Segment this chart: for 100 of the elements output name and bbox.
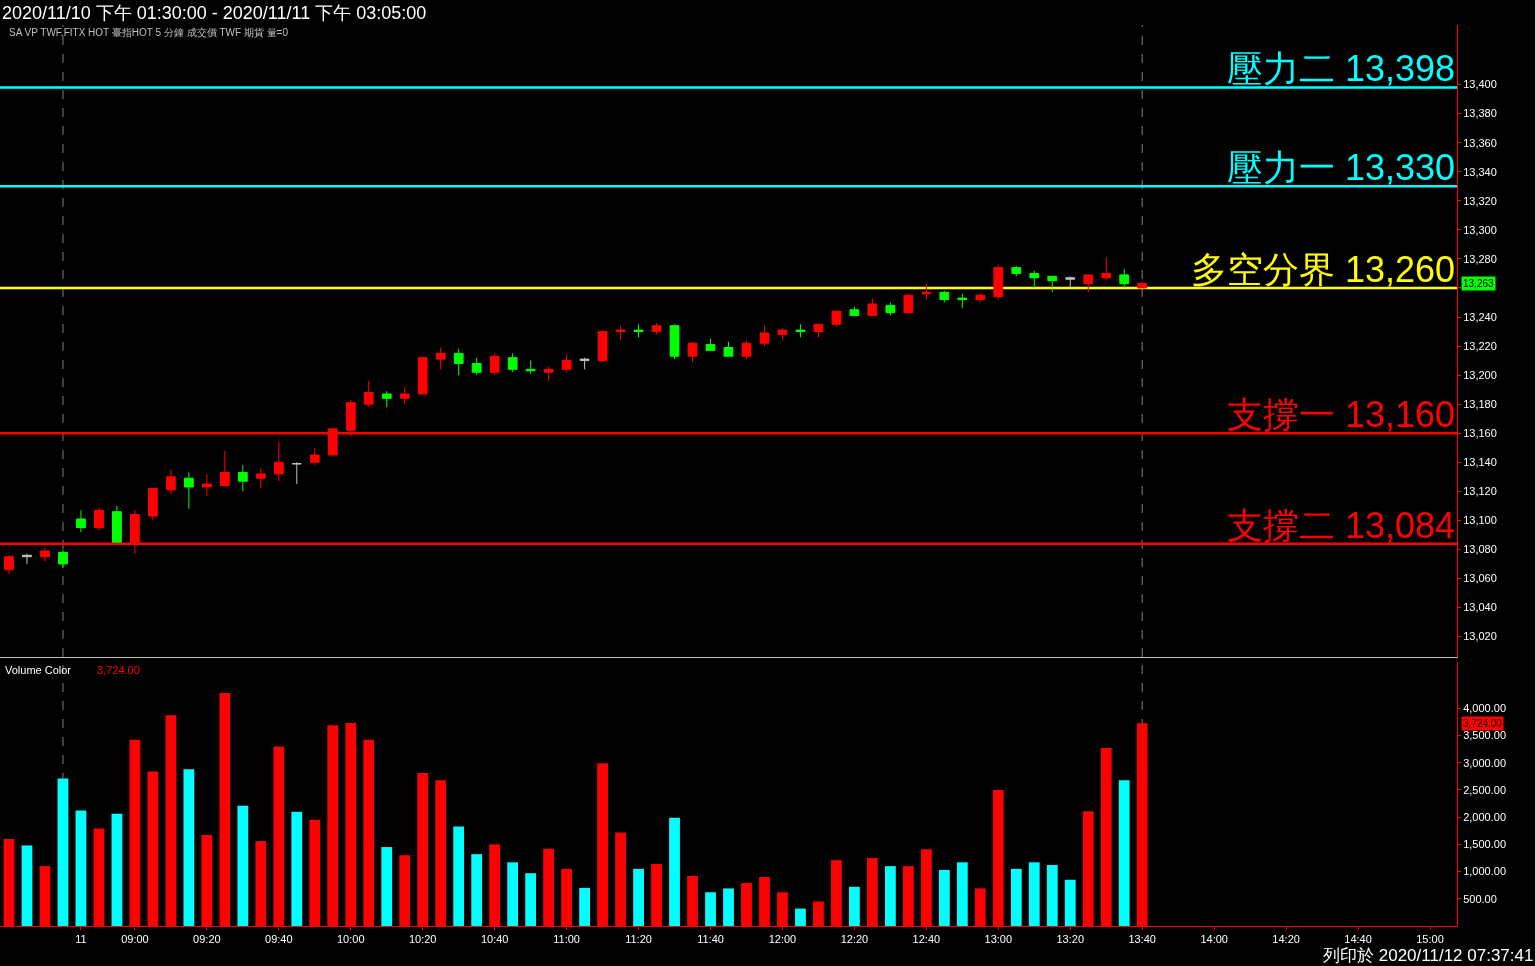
- candlestick: [94, 506, 104, 532]
- candlestick: [921, 283, 932, 301]
- y-tick-label: 13,120: [1463, 485, 1497, 498]
- bar: [956, 862, 968, 926]
- bar: [633, 868, 644, 926]
- candlestick: [669, 323, 680, 360]
- x-tick-label: 11:20: [625, 933, 652, 946]
- candlestick: [687, 341, 698, 363]
- candlestick: [831, 310, 842, 328]
- candlestick: [1011, 265, 1022, 277]
- ref-line-label: 壓力一 13,330: [1227, 147, 1456, 188]
- ref-line-label: 支撐二 13,084: [1227, 505, 1456, 546]
- y-tick-label: 13,100: [1463, 514, 1497, 527]
- annotation: 3,724.00: [97, 664, 140, 676]
- y-tick-label: 13,160: [1463, 427, 1497, 440]
- ref-line-label: 壓力二 13,398: [1227, 48, 1456, 89]
- text: 列印於 2020/11/12 07:37:41: [1323, 946, 1534, 965]
- x-tick-label: 12:20: [840, 933, 869, 946]
- bar: [57, 778, 69, 926]
- bar: [111, 813, 123, 926]
- candlestick: [255, 467, 266, 489]
- x-tick-label: 13:40: [1128, 933, 1156, 946]
- bar: [183, 769, 195, 926]
- bar: [507, 862, 519, 926]
- y-tick-label: 13,220: [1463, 339, 1497, 352]
- candlestick: [363, 380, 374, 408]
- x-tick-label: 15:00: [1416, 933, 1444, 946]
- candlestick: [219, 450, 230, 488]
- y-tick-label: 13,340: [1463, 165, 1497, 178]
- bar: [723, 888, 734, 926]
- candlestick: [903, 293, 914, 314]
- candlestick: [309, 447, 320, 466]
- text: 13,263: [1463, 278, 1495, 289]
- candlestick: [399, 386, 410, 405]
- candlestick: [58, 548, 68, 569]
- bar: [669, 817, 680, 926]
- candlestick: [1065, 275, 1076, 289]
- y-tick-label: 2,500.00: [1463, 783, 1507, 796]
- bar: [795, 908, 806, 926]
- x-tick-label: 11:00: [553, 933, 580, 946]
- chart-title: Volume Color: [5, 664, 72, 676]
- candlestick: [112, 505, 122, 543]
- y-tick-label: 13,020: [1463, 630, 1497, 643]
- x-tick-label: 12:40: [912, 933, 941, 946]
- candlestick: [1083, 274, 1094, 293]
- candlestick: [381, 390, 392, 408]
- candlestick: [507, 352, 518, 373]
- candlestick: [633, 323, 644, 338]
- candlestick: [795, 323, 806, 338]
- bar: [75, 810, 87, 926]
- x-tick-label: 11:40: [697, 933, 724, 946]
- y-tick-label: 1,000.00: [1463, 865, 1507, 878]
- y-tick-label: 13,300: [1463, 223, 1497, 236]
- candlestick: [957, 293, 968, 309]
- bar: [471, 854, 483, 926]
- candlestick: [813, 323, 824, 338]
- bar: [705, 892, 716, 926]
- bar: [525, 873, 537, 926]
- y-tick-label: 13,180: [1463, 398, 1497, 411]
- candlestick: [471, 357, 482, 376]
- y-tick-label: 13,040: [1463, 601, 1497, 614]
- x-tick-label: 14:20: [1272, 933, 1300, 946]
- candlestick: [489, 352, 500, 376]
- bar: [1046, 865, 1058, 926]
- candlestick: [1047, 275, 1058, 293]
- y-tick-label: 4,000.00: [1463, 702, 1507, 715]
- candlestick: [993, 264, 1004, 301]
- bar: [237, 805, 249, 926]
- candlestick: [543, 365, 554, 382]
- candlestick: [237, 464, 248, 492]
- y-tick-label: 13,400: [1463, 78, 1497, 91]
- candlestick: [291, 461, 302, 485]
- bar: [884, 866, 896, 926]
- candlestick: [453, 348, 464, 376]
- bar: [1028, 862, 1040, 926]
- y-tick-label: 500.00: [1463, 892, 1497, 905]
- bar: [381, 847, 393, 926]
- candlestick: [273, 441, 284, 482]
- candlestick: [1029, 270, 1040, 289]
- bar: [21, 845, 33, 926]
- candlestick: [165, 469, 176, 495]
- bar: [1010, 868, 1022, 926]
- y-tick-label: 13,360: [1463, 136, 1497, 149]
- candlestick: [183, 471, 194, 510]
- candlestick: [849, 306, 860, 317]
- x-tick-label: 09:00: [121, 933, 149, 946]
- candlestick: [201, 473, 212, 497]
- bar: [291, 811, 303, 926]
- x-tick-label: 10:20: [408, 933, 437, 946]
- candlestick: [76, 509, 86, 533]
- y-tick-label: 13,080: [1463, 543, 1497, 556]
- y-tick-label: 3,500.00: [1463, 729, 1507, 742]
- candlestick: [579, 357, 590, 370]
- bar: [579, 887, 590, 926]
- candlestick: [417, 355, 428, 395]
- chart-title: 2020/11/10 下午 01:30:00 - 2020/11/11 下午 03:05:00: [2, 3, 427, 23]
- y-tick-label: 13,140: [1463, 456, 1497, 469]
- chart-subtitle: SA VP TWF.FITX HOT 臺指HOT 5 分鐘 成交價 TWF 期貨 量=0: [9, 27, 289, 38]
- candlestick: [939, 290, 950, 303]
- ref-line-label: 多空分界 13,260: [1191, 249, 1456, 290]
